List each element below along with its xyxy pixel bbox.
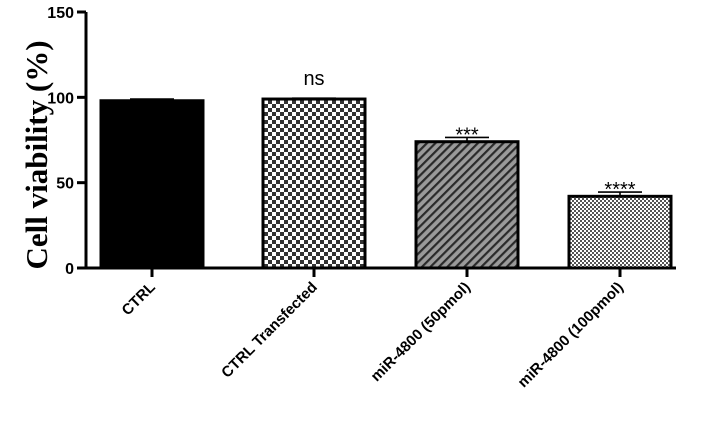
- y-tick-label: 100: [47, 90, 74, 107]
- y-tick-label: 0: [65, 261, 74, 278]
- bar-group: [99, 98, 205, 270]
- significance-label: ****: [604, 179, 635, 201]
- bars: ns*******: [99, 68, 673, 270]
- significance-label: ***: [455, 124, 479, 146]
- bar-group: ns: [261, 68, 367, 270]
- bar: [567, 194, 673, 270]
- y-tick-label: 50: [56, 176, 74, 193]
- bar: [414, 140, 520, 270]
- category-label: miR-4800 (100pmol): [515, 279, 627, 391]
- bar: [99, 99, 205, 270]
- bar: [261, 97, 367, 270]
- bar-group: ****: [567, 179, 673, 270]
- y-ticks: 0 50 100 150: [47, 5, 86, 278]
- category-label: CTRL: [119, 279, 159, 319]
- y-tick-label: 150: [47, 5, 74, 22]
- category-label: miR-4800 (50pmol): [367, 279, 473, 385]
- significance-label: ns: [303, 68, 324, 90]
- y-axis-label: Cell viability (%): [19, 40, 54, 269]
- bar-group: ***: [414, 124, 520, 270]
- category-label: CTRL Transfected: [218, 279, 321, 382]
- x-ticks: CTRL CTRL Transfected miR-4800 (50pmol) miR…: [119, 268, 627, 391]
